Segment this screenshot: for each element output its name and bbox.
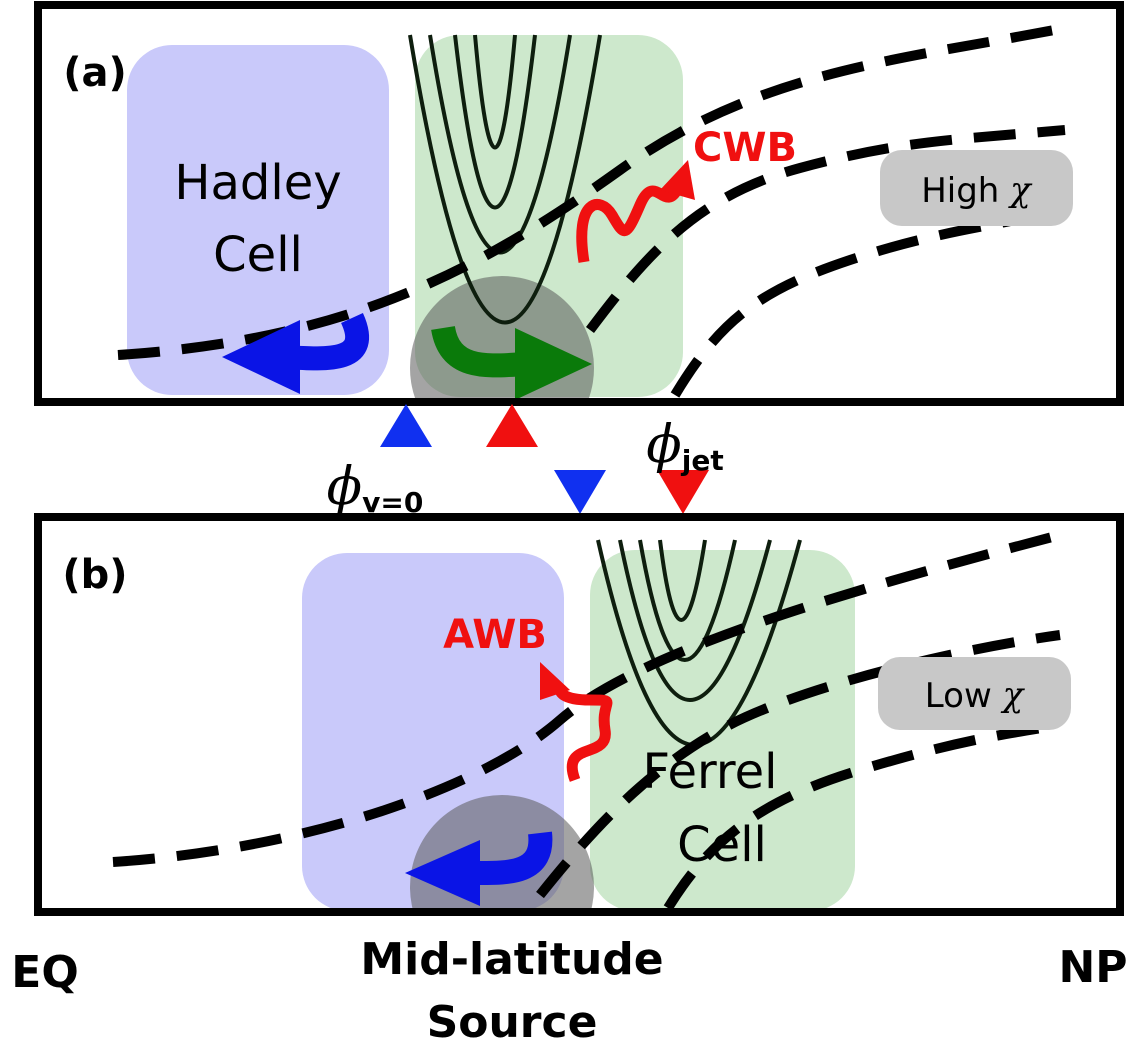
wave-breaking-label: CWB: [693, 125, 797, 171]
isentrope: [586, 125, 1066, 334]
isentrope: [670, 205, 1067, 398]
contour: [658, 539, 707, 622]
cell-label: Cell: [677, 817, 767, 873]
wave-arrow: [576, 185, 683, 263]
contour: [453, 34, 537, 210]
panel-frame: [34, 513, 1124, 916]
isentrope: [117, 23, 1066, 360]
panel-a: [117, 23, 1073, 398]
wave-breaking-label: AWB: [443, 612, 547, 658]
panel-label: (a): [63, 50, 127, 96]
marker-jet-a: [486, 404, 538, 447]
cell-label: Cell: [213, 227, 303, 283]
chi-word: High: [921, 171, 999, 211]
wave-arrow-head: [540, 662, 570, 700]
cell-label: Ferrel: [643, 744, 778, 800]
axis-right: NP: [1058, 942, 1127, 993]
contour: [473, 34, 517, 150]
phi-symbol: ϕ: [646, 415, 681, 475]
chi-word: Low: [925, 676, 992, 716]
chi-box: [878, 657, 1071, 730]
marker-jet-b: [657, 470, 709, 514]
hadley-cell-box: [127, 45, 389, 395]
chi-box: [880, 150, 1073, 226]
chi-symbol: χ: [1001, 675, 1026, 715]
panel-label: (b): [62, 552, 127, 598]
flow-arrow-head: [515, 328, 592, 398]
axis-left: EQ: [11, 947, 78, 998]
chi-symbol: χ: [1008, 170, 1033, 210]
chi-label: Low χ: [925, 675, 1026, 716]
panel-frame: [34, 1, 1124, 406]
isentrope: [536, 630, 1061, 899]
chi-label: High χ: [921, 170, 1033, 211]
wave-arrow: [554, 688, 613, 782]
phi-label: ϕv=0: [327, 457, 424, 520]
panel-b: [112, 530, 1071, 908]
flow-arrow-head: [222, 320, 300, 394]
cell-label: Hadley: [174, 155, 341, 211]
phi-symbol: ϕ: [327, 457, 362, 517]
wave-arrow-head: [660, 160, 695, 200]
contour: [618, 539, 772, 702]
contour: [638, 539, 737, 662]
isentrope: [663, 720, 1061, 908]
phi-subscript: jet: [681, 444, 724, 477]
axis-center: Source: [427, 997, 598, 1048]
flow-arrow: [469, 831, 553, 886]
contour: [408, 34, 602, 325]
marker-v0-a: [380, 404, 432, 447]
axis-center: Mid-latitude: [360, 934, 663, 985]
phi-label: ϕjet: [646, 415, 723, 478]
flow-arrow: [431, 325, 526, 378]
isentrope: [112, 530, 1062, 867]
flow-arrow-head: [405, 840, 480, 906]
marker-v0-b: [554, 470, 606, 514]
